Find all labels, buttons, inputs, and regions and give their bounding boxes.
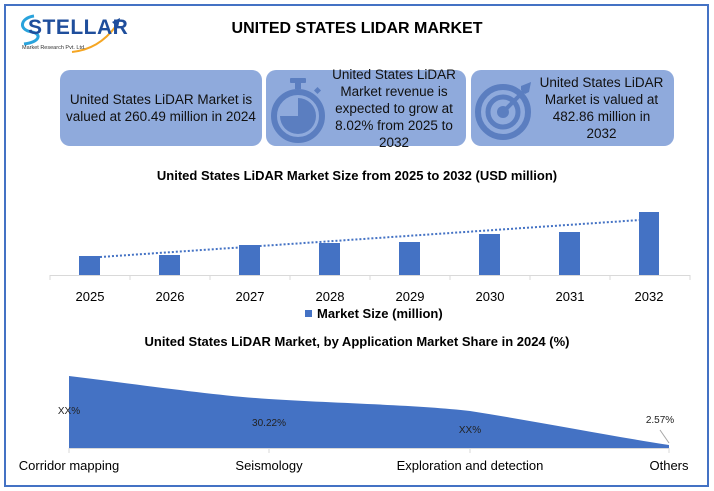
data-label-seismology: 30.22% bbox=[252, 418, 286, 429]
area-chart-title: United States LiDAR Market, by Applicati… bbox=[144, 334, 570, 349]
data-label-exploration: XX% bbox=[458, 425, 482, 436]
stat-card-2024-value: United States LiDAR Market is valued at … bbox=[60, 70, 262, 146]
x-tick-2031: 2031 bbox=[555, 289, 585, 304]
x-tick-2028: 2028 bbox=[315, 289, 345, 304]
page-title: UNITED STATES LIDAR MARKET bbox=[231, 20, 483, 37]
logo-swoosh-icon bbox=[21, 14, 120, 53]
target-icon bbox=[475, 82, 531, 140]
bar-series bbox=[79, 212, 659, 275]
bar-chart-legend: Market Size (million) bbox=[305, 306, 443, 321]
stat-card-2032-value: United States LiDAR Market is valued at … bbox=[471, 70, 674, 146]
leader-line bbox=[659, 429, 670, 444]
logo-wordmark: STELLAR bbox=[28, 16, 129, 39]
bar-2027 bbox=[239, 245, 260, 275]
bar-2032 bbox=[639, 212, 659, 275]
bar-2025 bbox=[79, 256, 100, 275]
x-tick-2027: 2027 bbox=[235, 289, 265, 304]
legend-swatch-icon bbox=[305, 310, 312, 317]
category-seismology: Seismology bbox=[235, 458, 303, 473]
legend-label: Market Size (million) bbox=[317, 306, 443, 321]
category-corridor-mapping: Corridor mapping bbox=[18, 458, 120, 473]
bar-2028 bbox=[319, 243, 340, 275]
data-label-others: 2.57% bbox=[645, 415, 675, 426]
stopwatch-icon bbox=[271, 78, 325, 143]
logo-subtitle: Market Research Pvt. Ltd. bbox=[22, 45, 86, 51]
stat-card-growth-rate: United States LiDAR Market revenue is ex… bbox=[266, 67, 466, 150]
bar-2031 bbox=[559, 232, 580, 275]
x-tick-2030: 2030 bbox=[475, 289, 505, 304]
stellar-logo: STELLAR Market Research Pvt. Ltd. bbox=[12, 8, 128, 58]
bar-2030 bbox=[479, 234, 500, 275]
category-others: Others bbox=[649, 458, 689, 473]
x-tick-2026: 2026 bbox=[155, 289, 185, 304]
stat-card-text: United States LiDAR Market is valued at … bbox=[539, 75, 664, 141]
stat-card-text: United States LiDAR Market is valued at … bbox=[66, 92, 256, 124]
x-tick-2029: 2029 bbox=[395, 289, 425, 304]
category-exploration: Exploration and detection bbox=[396, 458, 544, 473]
x-tick-2032: 2032 bbox=[634, 289, 664, 304]
bar-2029 bbox=[399, 242, 420, 275]
bar-chart-title: United States LiDAR Market Size from 202… bbox=[156, 168, 558, 183]
area-series bbox=[69, 376, 669, 448]
bar-2026 bbox=[159, 255, 180, 275]
infographic-frame bbox=[4, 4, 709, 487]
stat-card-text: United States LiDAR Market revenue is ex… bbox=[332, 66, 456, 150]
x-tick-2025: 2025 bbox=[75, 289, 105, 304]
data-label-corridor: XX% bbox=[57, 406, 81, 417]
